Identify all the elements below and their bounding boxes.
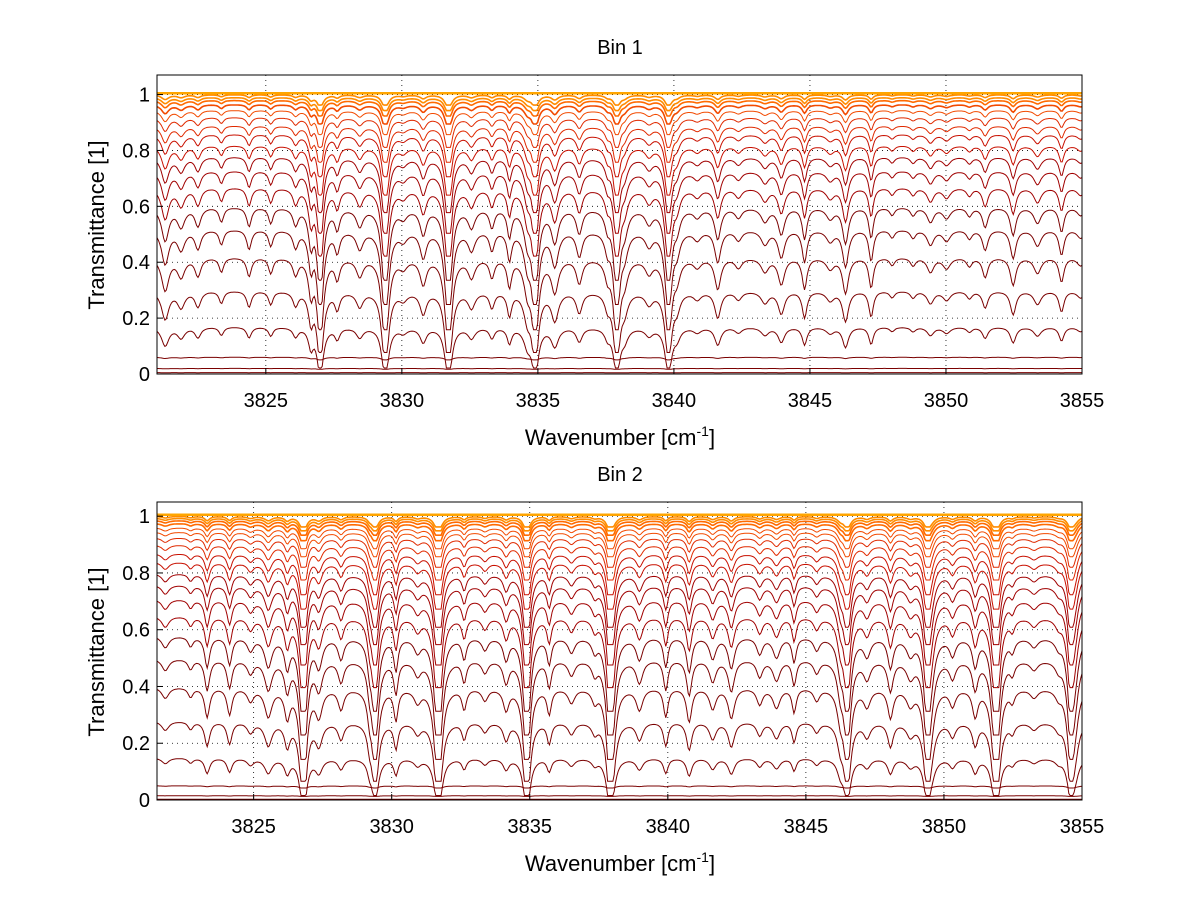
x-tick-label: 3845 bbox=[784, 816, 829, 838]
y-tick-label: 0.2 bbox=[122, 733, 150, 755]
series-line bbox=[157, 785, 1083, 789]
x-tick-label: 3840 bbox=[652, 390, 697, 412]
y-axis-label: Transmittance [1] bbox=[84, 567, 109, 736]
y-tick-label: 0.8 bbox=[122, 140, 150, 162]
chart-panel-bin-1: Bin 1 3825 3830 3835 3840 3845 3850 3855 00.20… bbox=[84, 37, 1104, 450]
series-line bbox=[156, 562, 1083, 610]
series-line bbox=[156, 94, 1083, 106]
y-axis-ticks: 0 0.2 0.4 0.6 0.8 1 bbox=[122, 85, 163, 386]
chart-title: Bin 1 bbox=[597, 37, 643, 59]
x-tick-label: 3830 bbox=[380, 390, 425, 412]
series-line bbox=[156, 554, 1083, 596]
series-line bbox=[156, 291, 1083, 353]
x-tick-label: 3840 bbox=[646, 816, 691, 838]
series-line bbox=[156, 208, 1083, 281]
series-line bbox=[156, 517, 1083, 532]
y-tick-label: 0.4 bbox=[122, 676, 150, 698]
series-line bbox=[156, 356, 1083, 361]
y-tick-label: 0 bbox=[139, 790, 150, 812]
series-line bbox=[156, 545, 1083, 581]
series-line bbox=[156, 134, 1083, 178]
x-tick-label: 3825 bbox=[231, 816, 276, 838]
x-tick-label: 3855 bbox=[1060, 816, 1105, 838]
x-tick-label: 3850 bbox=[924, 390, 969, 412]
axes-frame bbox=[156, 74, 1083, 375]
series-line bbox=[156, 515, 1083, 528]
x-tick-label: 3850 bbox=[922, 816, 967, 838]
series-line bbox=[156, 258, 1083, 331]
series-line bbox=[156, 637, 1083, 712]
series-line bbox=[156, 527, 1083, 550]
y-tick-label: 0.6 bbox=[122, 620, 150, 642]
series-line bbox=[156, 145, 1083, 196]
series-line bbox=[156, 538, 1083, 568]
series-line bbox=[156, 758, 1083, 796]
x-axis-ticks: 3825 3830 3835 3840 3845 3850 3855 bbox=[231, 794, 1104, 838]
y-axis-label: Transmittance [1] bbox=[84, 140, 109, 309]
series-group bbox=[156, 513, 1083, 800]
x-tick-label: 3845 bbox=[788, 390, 833, 412]
series-line bbox=[156, 157, 1083, 214]
y-axis-ticks: 0 0.2 0.4 0.6 0.8 1 bbox=[122, 506, 163, 812]
series-line bbox=[156, 230, 1083, 305]
x-tick-label: 3835 bbox=[508, 816, 553, 838]
y-tick-label: 1 bbox=[139, 85, 150, 107]
series-line bbox=[157, 795, 1082, 797]
series-line bbox=[156, 126, 1083, 163]
series-line bbox=[156, 722, 1083, 782]
series-line bbox=[156, 99, 1083, 117]
chart-title: Bin 2 bbox=[597, 464, 643, 486]
y-tick-label: 1 bbox=[139, 506, 150, 528]
series-line bbox=[156, 585, 1083, 646]
x-axis-label: Wavenumber [cm-1] bbox=[525, 849, 715, 876]
series-line bbox=[156, 660, 1083, 736]
series-line bbox=[156, 104, 1083, 125]
series-line bbox=[156, 688, 1083, 760]
series-line bbox=[156, 110, 1083, 136]
series-line bbox=[156, 97, 1083, 112]
series-line bbox=[156, 171, 1083, 234]
y-tick-label: 0 bbox=[139, 364, 150, 386]
series-line bbox=[156, 117, 1083, 148]
series-line bbox=[156, 600, 1083, 666]
axes-frame bbox=[156, 501, 1083, 801]
series-line bbox=[156, 188, 1083, 257]
series-line bbox=[156, 532, 1083, 558]
x-tick-label: 3855 bbox=[1060, 390, 1105, 412]
y-tick-label: 0.4 bbox=[122, 252, 150, 274]
chart-panel-bin-2: Bin 2 3825 3830 3835 3840 3845 3850 3855 00.20… bbox=[84, 464, 1104, 876]
x-axis-label: Wavenumber [cm-1] bbox=[525, 423, 715, 450]
y-tick-label: 0.8 bbox=[122, 563, 150, 585]
x-tick-label: 3830 bbox=[369, 816, 414, 838]
series-line bbox=[156, 523, 1083, 542]
y-tick-label: 0.2 bbox=[122, 308, 150, 330]
series-line bbox=[156, 520, 1083, 536]
series-group bbox=[156, 91, 1083, 374]
series-line bbox=[157, 367, 1082, 370]
series-line bbox=[156, 617, 1083, 689]
series-line bbox=[156, 327, 1083, 369]
x-axis-ticks: 3825 3830 3835 3840 3845 3850 3855 bbox=[244, 368, 1105, 412]
y-tick-label: 0.6 bbox=[122, 196, 150, 218]
series-line bbox=[156, 574, 1083, 628]
x-tick-label: 3825 bbox=[244, 390, 289, 412]
x-tick-label: 3835 bbox=[516, 390, 561, 412]
